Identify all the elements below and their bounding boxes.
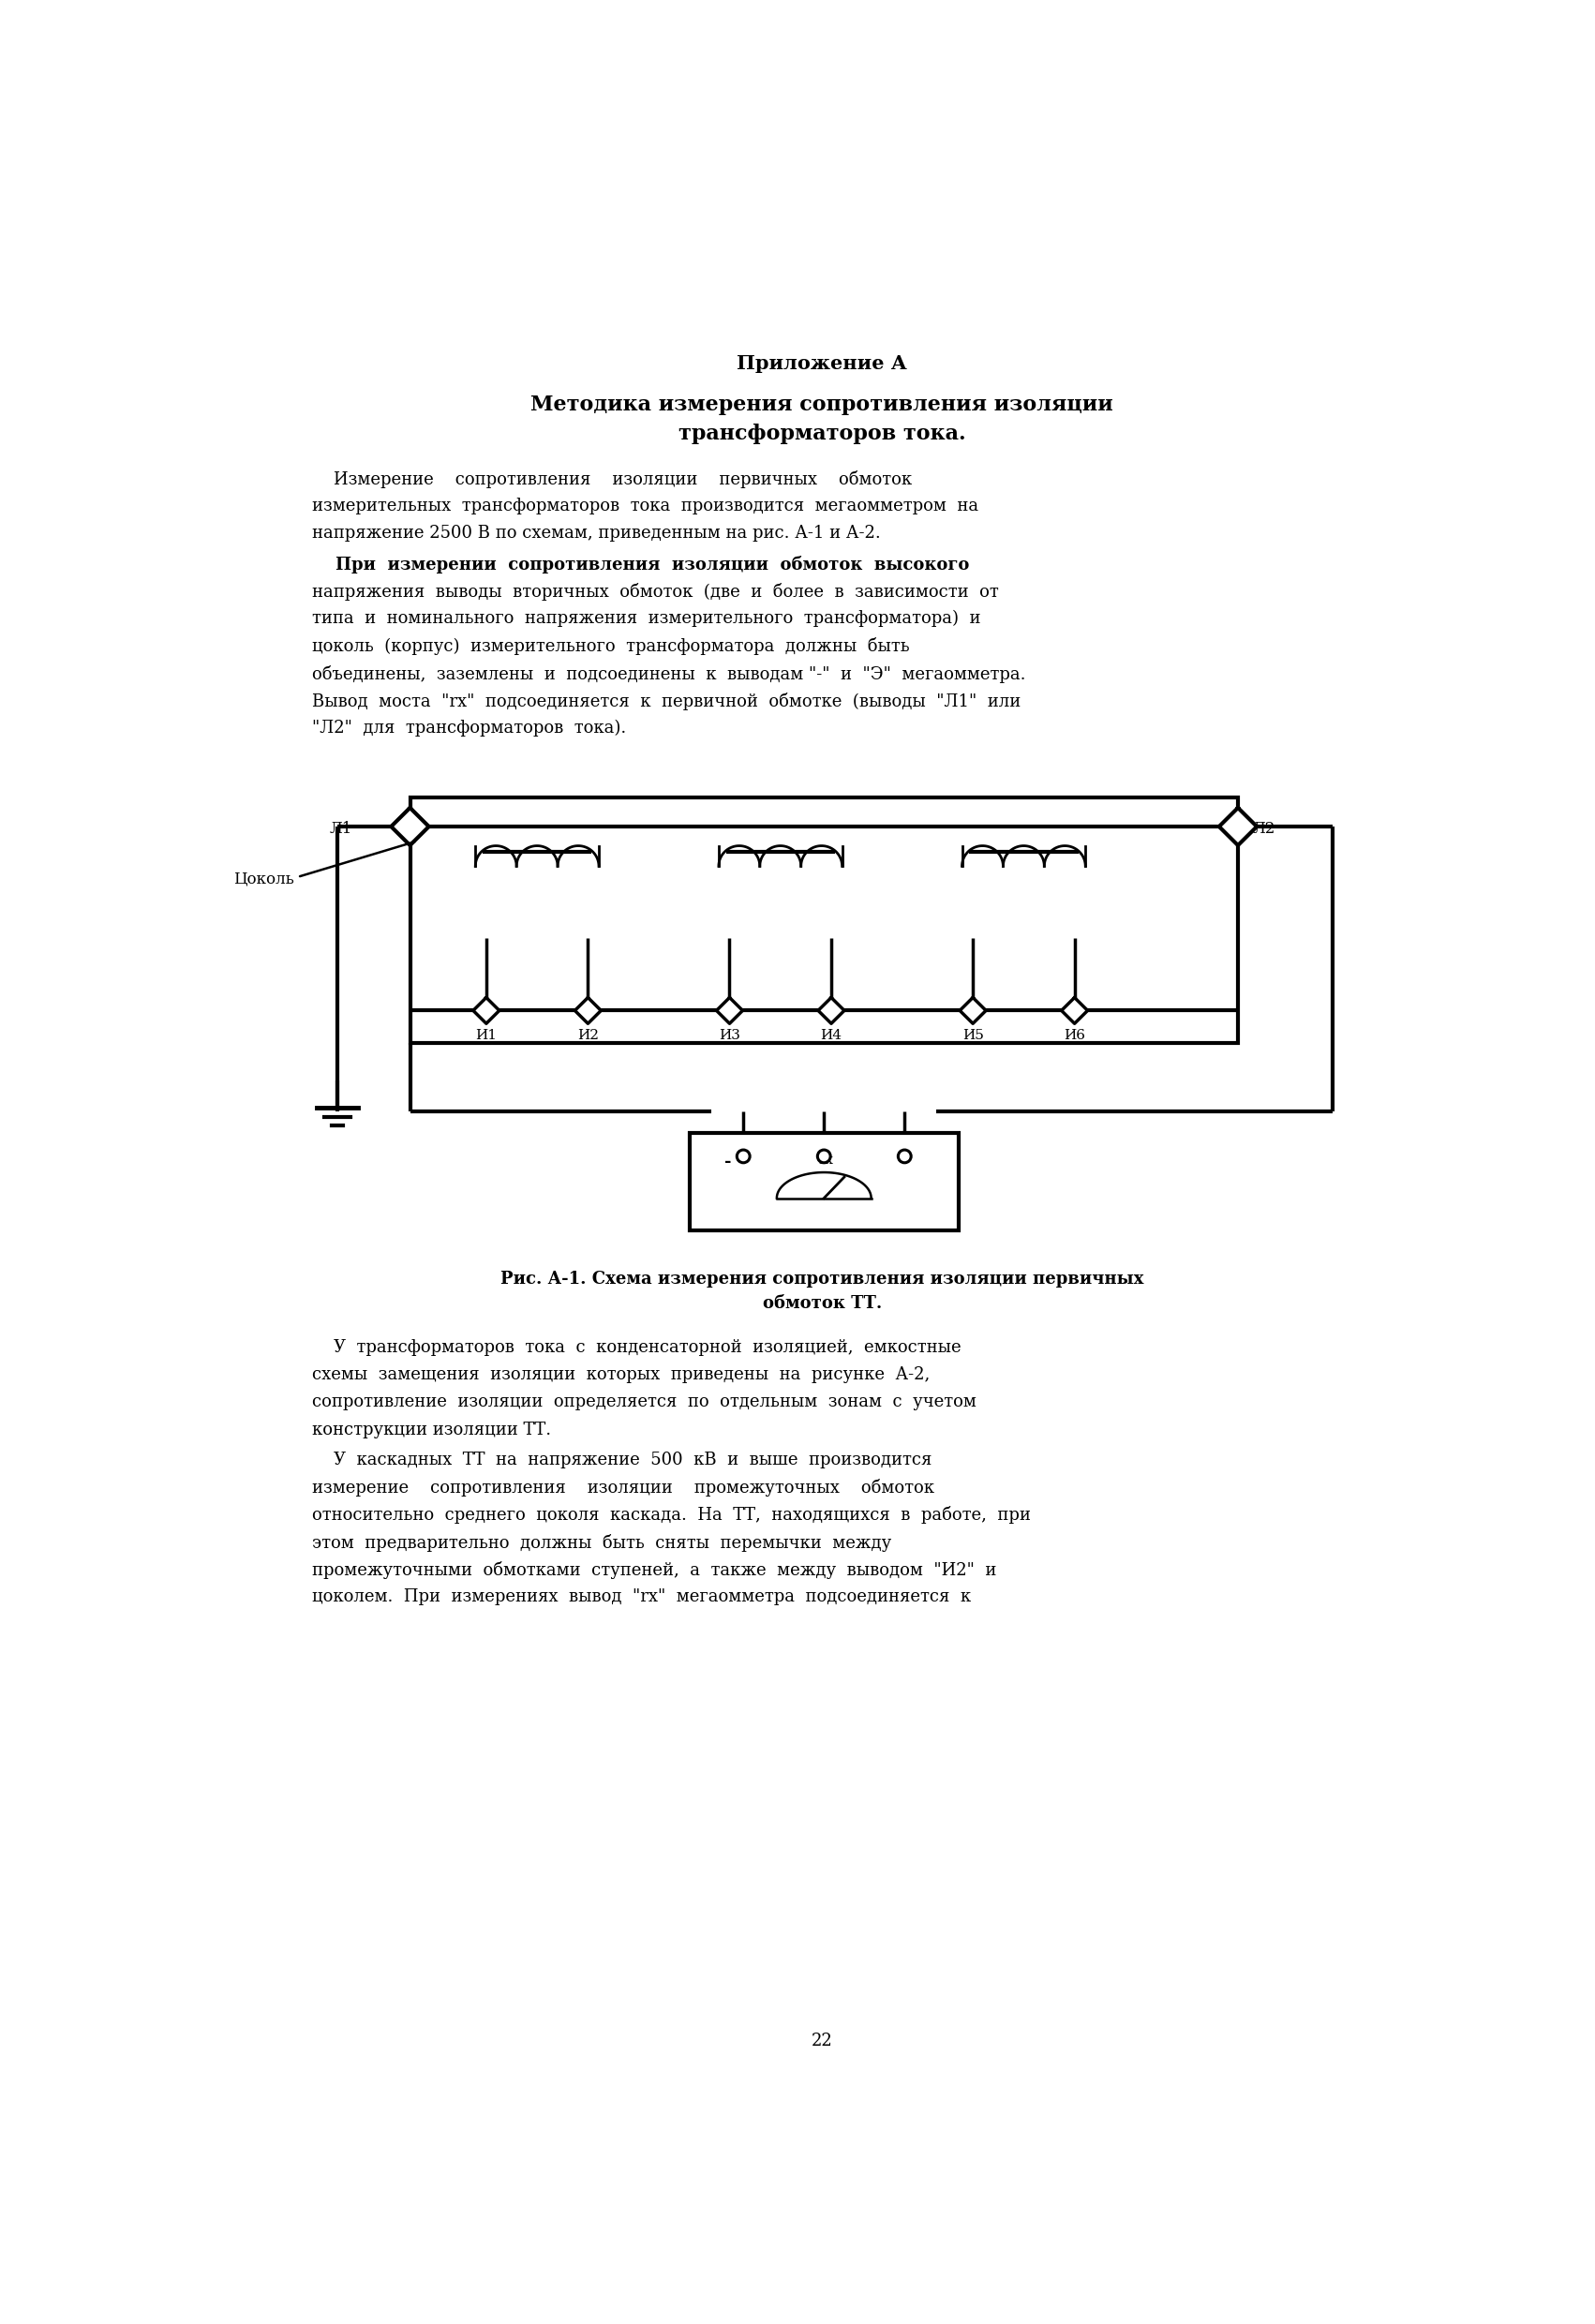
Text: Л2: Л2: [1252, 820, 1276, 837]
Text: Э: Э: [898, 1153, 909, 1167]
Text: схемы  замещения  изоляции  которых  приведены  на  рисунке  А-2,: схемы замещения изоляции которых приведе…: [313, 1367, 930, 1383]
Circle shape: [820, 1153, 828, 1160]
Circle shape: [817, 1148, 831, 1164]
Bar: [410, 797, 1238, 1043]
Text: сопротивление  изоляции  определяется  по  отдельным  зонам  с  учетом: сопротивление изоляции определяется по о…: [313, 1394, 976, 1411]
Text: Приложение А: Приложение А: [737, 356, 908, 374]
Polygon shape: [574, 997, 601, 1023]
Text: этом  предварительно  должны  быть  сняты  перемычки  между: этом предварительно должны быть сняты пе…: [313, 1534, 892, 1552]
Text: И4: И4: [820, 1030, 842, 1043]
Text: относительно  среднего  цоколя  каскада.  На  ТТ,  находящихся  в  работе,  при: относительно среднего цоколя каскада. На…: [313, 1506, 1030, 1525]
Text: И1: И1: [475, 1030, 498, 1043]
Circle shape: [898, 1148, 912, 1164]
Text: цоколем.  При  измерениях  вывод  "rх"  мегаомметра  подсоединяется  к: цоколем. При измерениях вывод "rх" мегао…: [313, 1590, 971, 1606]
Text: Измерение    сопротивления    изоляции    первичных    обмоток: Измерение сопротивления изоляции первичн…: [313, 469, 912, 488]
Text: объединены,  заземлены  и  подсоединены  к  выводам "-"  и  "Э"  мегаомметра.: объединены, заземлены и подсоединены к в…: [313, 665, 1026, 683]
Text: обмоток ТТ.: обмоток ТТ.: [762, 1294, 882, 1311]
Text: И2: И2: [577, 1030, 598, 1043]
Text: И3: И3: [719, 1030, 740, 1043]
Polygon shape: [818, 997, 844, 1023]
Circle shape: [738, 1153, 748, 1160]
Text: Л1: Л1: [329, 820, 352, 837]
Text: При  измерении  сопротивления  изоляции  обмоток  высокого: При измерении сопротивления изоляции обм…: [313, 555, 970, 574]
Text: конструкции изоляции ТТ.: конструкции изоляции ТТ.: [313, 1420, 550, 1439]
Text: rх: rх: [818, 1153, 833, 1167]
Text: измерительных  трансформаторов  тока  производится  мегаомметром  на: измерительных трансформаторов тока произ…: [313, 497, 978, 514]
Text: У  каскадных  ТТ  на  напряжение  500  кВ  и  выше  производится: У каскадных ТТ на напряжение 500 кВ и вы…: [313, 1452, 931, 1469]
Text: И6: И6: [1064, 1030, 1085, 1043]
Circle shape: [737, 1148, 751, 1164]
Text: Вывод  моста  "rх"  подсоединяется  к  первичной  обмотке  (выводы  "Л1"  или: Вывод моста "rх" подсоединяется к первич…: [313, 693, 1021, 711]
Text: -: -: [724, 1153, 732, 1171]
Text: И5: И5: [962, 1030, 984, 1043]
Text: напряжения  выводы  вторичных  обмоток  (две  и  более  в  зависимости  от: напряжения выводы вторичных обмоток (две…: [313, 583, 998, 600]
Polygon shape: [391, 809, 429, 846]
Text: Рис. А-1. Схема измерения сопротивления изоляции первичных: Рис. А-1. Схема измерения сопротивления …: [501, 1271, 1144, 1287]
Polygon shape: [474, 997, 499, 1023]
Text: напряжение 2500 В по схемам, приведенным на рис. А-1 и А-2.: напряжение 2500 В по схемам, приведенным…: [313, 525, 880, 541]
Polygon shape: [1061, 997, 1088, 1023]
Bar: [689, 1134, 959, 1232]
Text: цоколь  (корпус)  измерительного  трансформатора  должны  быть: цоколь (корпус) измерительного трансформ…: [313, 637, 909, 655]
Polygon shape: [1219, 809, 1257, 846]
Circle shape: [900, 1153, 909, 1160]
Text: У  трансформаторов  тока  с  конденсаторной  изоляцией,  емкостные: У трансформаторов тока с конденсаторной …: [313, 1339, 962, 1355]
Text: трансформаторов тока.: трансформаторов тока.: [678, 423, 967, 444]
Text: 22: 22: [812, 2031, 833, 2050]
Polygon shape: [716, 997, 743, 1023]
Text: типа  и  номинального  напряжения  измерительного  трансформатора)  и: типа и номинального напряжения измерител…: [313, 611, 981, 627]
Polygon shape: [960, 997, 986, 1023]
Text: промежуточными  обмотками  ступеней,  а  также  между  выводом  "И2"  и: промежуточными обмотками ступеней, а так…: [313, 1562, 997, 1578]
Text: измерение    сопротивления    изоляции    промежуточных    обмоток: измерение сопротивления изоляции промежу…: [313, 1478, 935, 1497]
Text: Цоколь: Цоколь: [233, 872, 293, 888]
Text: Методика измерения сопротивления изоляции: Методика измерения сопротивления изоляци…: [531, 395, 1113, 416]
Text: "Л2"  для  трансформаторов  тока).: "Л2" для трансформаторов тока).: [313, 720, 627, 737]
